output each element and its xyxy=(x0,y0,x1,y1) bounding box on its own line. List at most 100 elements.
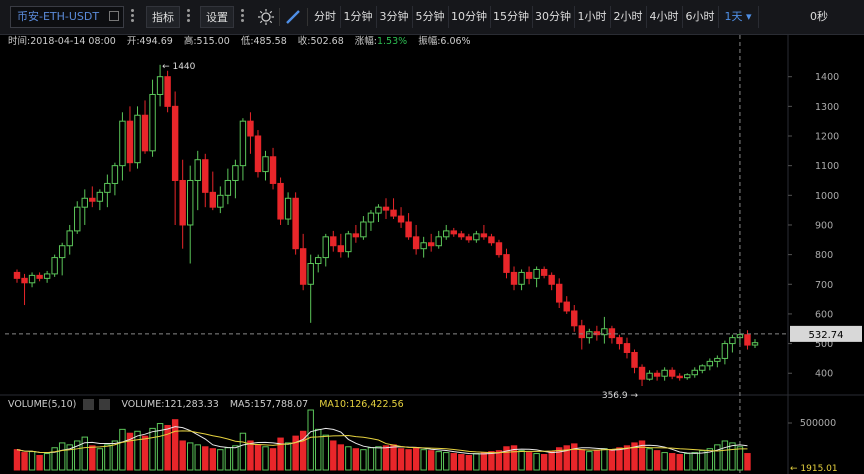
candle-body xyxy=(81,197,88,208)
volume-bar xyxy=(480,452,488,471)
expand-icon[interactable] xyxy=(109,11,119,21)
candle-body xyxy=(36,274,43,279)
volume-bar xyxy=(744,453,751,471)
amplitude-label: 振幅:6.06% xyxy=(418,36,471,47)
period-tab[interactable]: 5分钟 xyxy=(412,6,449,28)
more-icon[interactable] xyxy=(131,9,135,25)
period-tab[interactable]: 10分钟 xyxy=(448,6,491,28)
settings-button[interactable]: 设置 xyxy=(200,6,234,28)
candle-body xyxy=(337,245,345,253)
candle-body xyxy=(443,230,450,238)
symbol-selector[interactable]: 币安-ETH-USDT xyxy=(10,6,124,28)
y-tick-label: 800 xyxy=(815,250,833,261)
candle-body xyxy=(503,254,510,273)
volume-bar xyxy=(81,436,88,471)
candle-body xyxy=(330,236,337,247)
candle-body xyxy=(134,114,141,164)
candle-body xyxy=(729,337,736,345)
volume-value: VOLUME:121,283.33 xyxy=(121,399,219,410)
volume-close-icon[interactable] xyxy=(99,399,111,410)
volume-bar xyxy=(668,453,676,471)
period-tab[interactable]: 1小时 xyxy=(574,6,611,28)
volume-bar xyxy=(299,430,307,471)
y-tick-label: 600 xyxy=(815,309,833,320)
indicators-button[interactable]: 指标 xyxy=(146,6,180,28)
candle-body xyxy=(699,365,706,371)
volume-bar xyxy=(382,445,390,471)
candle-body xyxy=(601,328,608,336)
period-tab[interactable]: 3分钟 xyxy=(376,6,413,28)
volume-bar xyxy=(126,432,134,471)
period-tab[interactable]: 分时 xyxy=(310,6,341,28)
candle-body xyxy=(13,271,21,279)
price-marker-box xyxy=(790,325,862,342)
y-tick-label: 1000 xyxy=(815,191,839,202)
candle-body xyxy=(58,245,66,259)
candle-body xyxy=(450,230,457,235)
volume-bar xyxy=(284,442,292,471)
volume-bar xyxy=(232,445,239,471)
period-tab[interactable]: 4小时 xyxy=(646,6,683,28)
max-price-label: ← 1440 xyxy=(162,62,196,72)
candle-body xyxy=(495,242,503,256)
volume-bar xyxy=(202,446,209,471)
more-icon[interactable] xyxy=(241,9,245,25)
volume-bar xyxy=(277,437,284,471)
candle-body xyxy=(555,283,563,303)
volume-ma5-line xyxy=(16,426,748,455)
period-tab[interactable]: 6小时 xyxy=(682,6,719,28)
volume-bar xyxy=(111,440,119,471)
volume-bar xyxy=(510,445,518,471)
candle-body xyxy=(345,233,352,253)
period-tab[interactable]: 1天 ▾ xyxy=(718,6,759,28)
volume-settings-icon[interactable] xyxy=(83,399,95,410)
candle-body xyxy=(714,357,721,362)
volume-bar xyxy=(156,423,164,471)
theme-sun-icon[interactable] xyxy=(258,9,274,25)
volume-bar xyxy=(96,448,104,471)
volume-bar xyxy=(74,440,81,471)
candle-body xyxy=(202,159,209,193)
candle-body xyxy=(28,274,36,284)
candle-body xyxy=(736,334,744,339)
volume-bar xyxy=(43,453,51,471)
candle-body xyxy=(525,271,533,279)
period-tab[interactable]: 2小时 xyxy=(610,6,647,28)
volume-tail-label: ← 1915.01 xyxy=(790,464,838,474)
candle-body xyxy=(247,120,254,137)
volume-bar xyxy=(578,449,586,471)
volume-bar xyxy=(435,451,442,471)
volume-bar xyxy=(352,448,360,471)
candle-body xyxy=(638,366,646,380)
candle-body xyxy=(217,194,224,208)
draw-pen-icon[interactable] xyxy=(285,9,301,25)
separator xyxy=(279,8,280,26)
candle-body xyxy=(141,114,149,152)
volume-bar xyxy=(307,409,314,471)
candle-body xyxy=(518,271,525,285)
candle-body xyxy=(548,274,555,285)
candle-body xyxy=(571,310,578,327)
volume-bar xyxy=(503,446,510,471)
period-tab[interactable]: 15分钟 xyxy=(490,6,533,28)
volume-indicator-label: VOLUME(5,10) xyxy=(8,399,77,410)
candle-body xyxy=(156,76,164,95)
period-tab[interactable]: 30分钟 xyxy=(532,6,575,28)
candle-body xyxy=(284,197,292,220)
candle-body xyxy=(194,159,201,181)
volume-bar xyxy=(119,428,126,471)
candle-body xyxy=(209,191,217,208)
more-icon[interactable] xyxy=(187,9,191,25)
close-label: 收:502.68 xyxy=(297,36,344,47)
volume-bar xyxy=(714,444,721,471)
candle-body xyxy=(352,233,360,238)
open-label: 开:494.69 xyxy=(126,36,173,47)
volume-bar xyxy=(646,448,653,471)
volume-bar xyxy=(292,435,299,471)
volume-bar xyxy=(315,428,322,471)
volume-bar xyxy=(269,448,277,471)
period-tab[interactable]: 1分钟 xyxy=(340,6,377,28)
volume-bar xyxy=(345,446,352,471)
candle-body xyxy=(458,233,465,238)
volume-bar xyxy=(21,452,28,471)
